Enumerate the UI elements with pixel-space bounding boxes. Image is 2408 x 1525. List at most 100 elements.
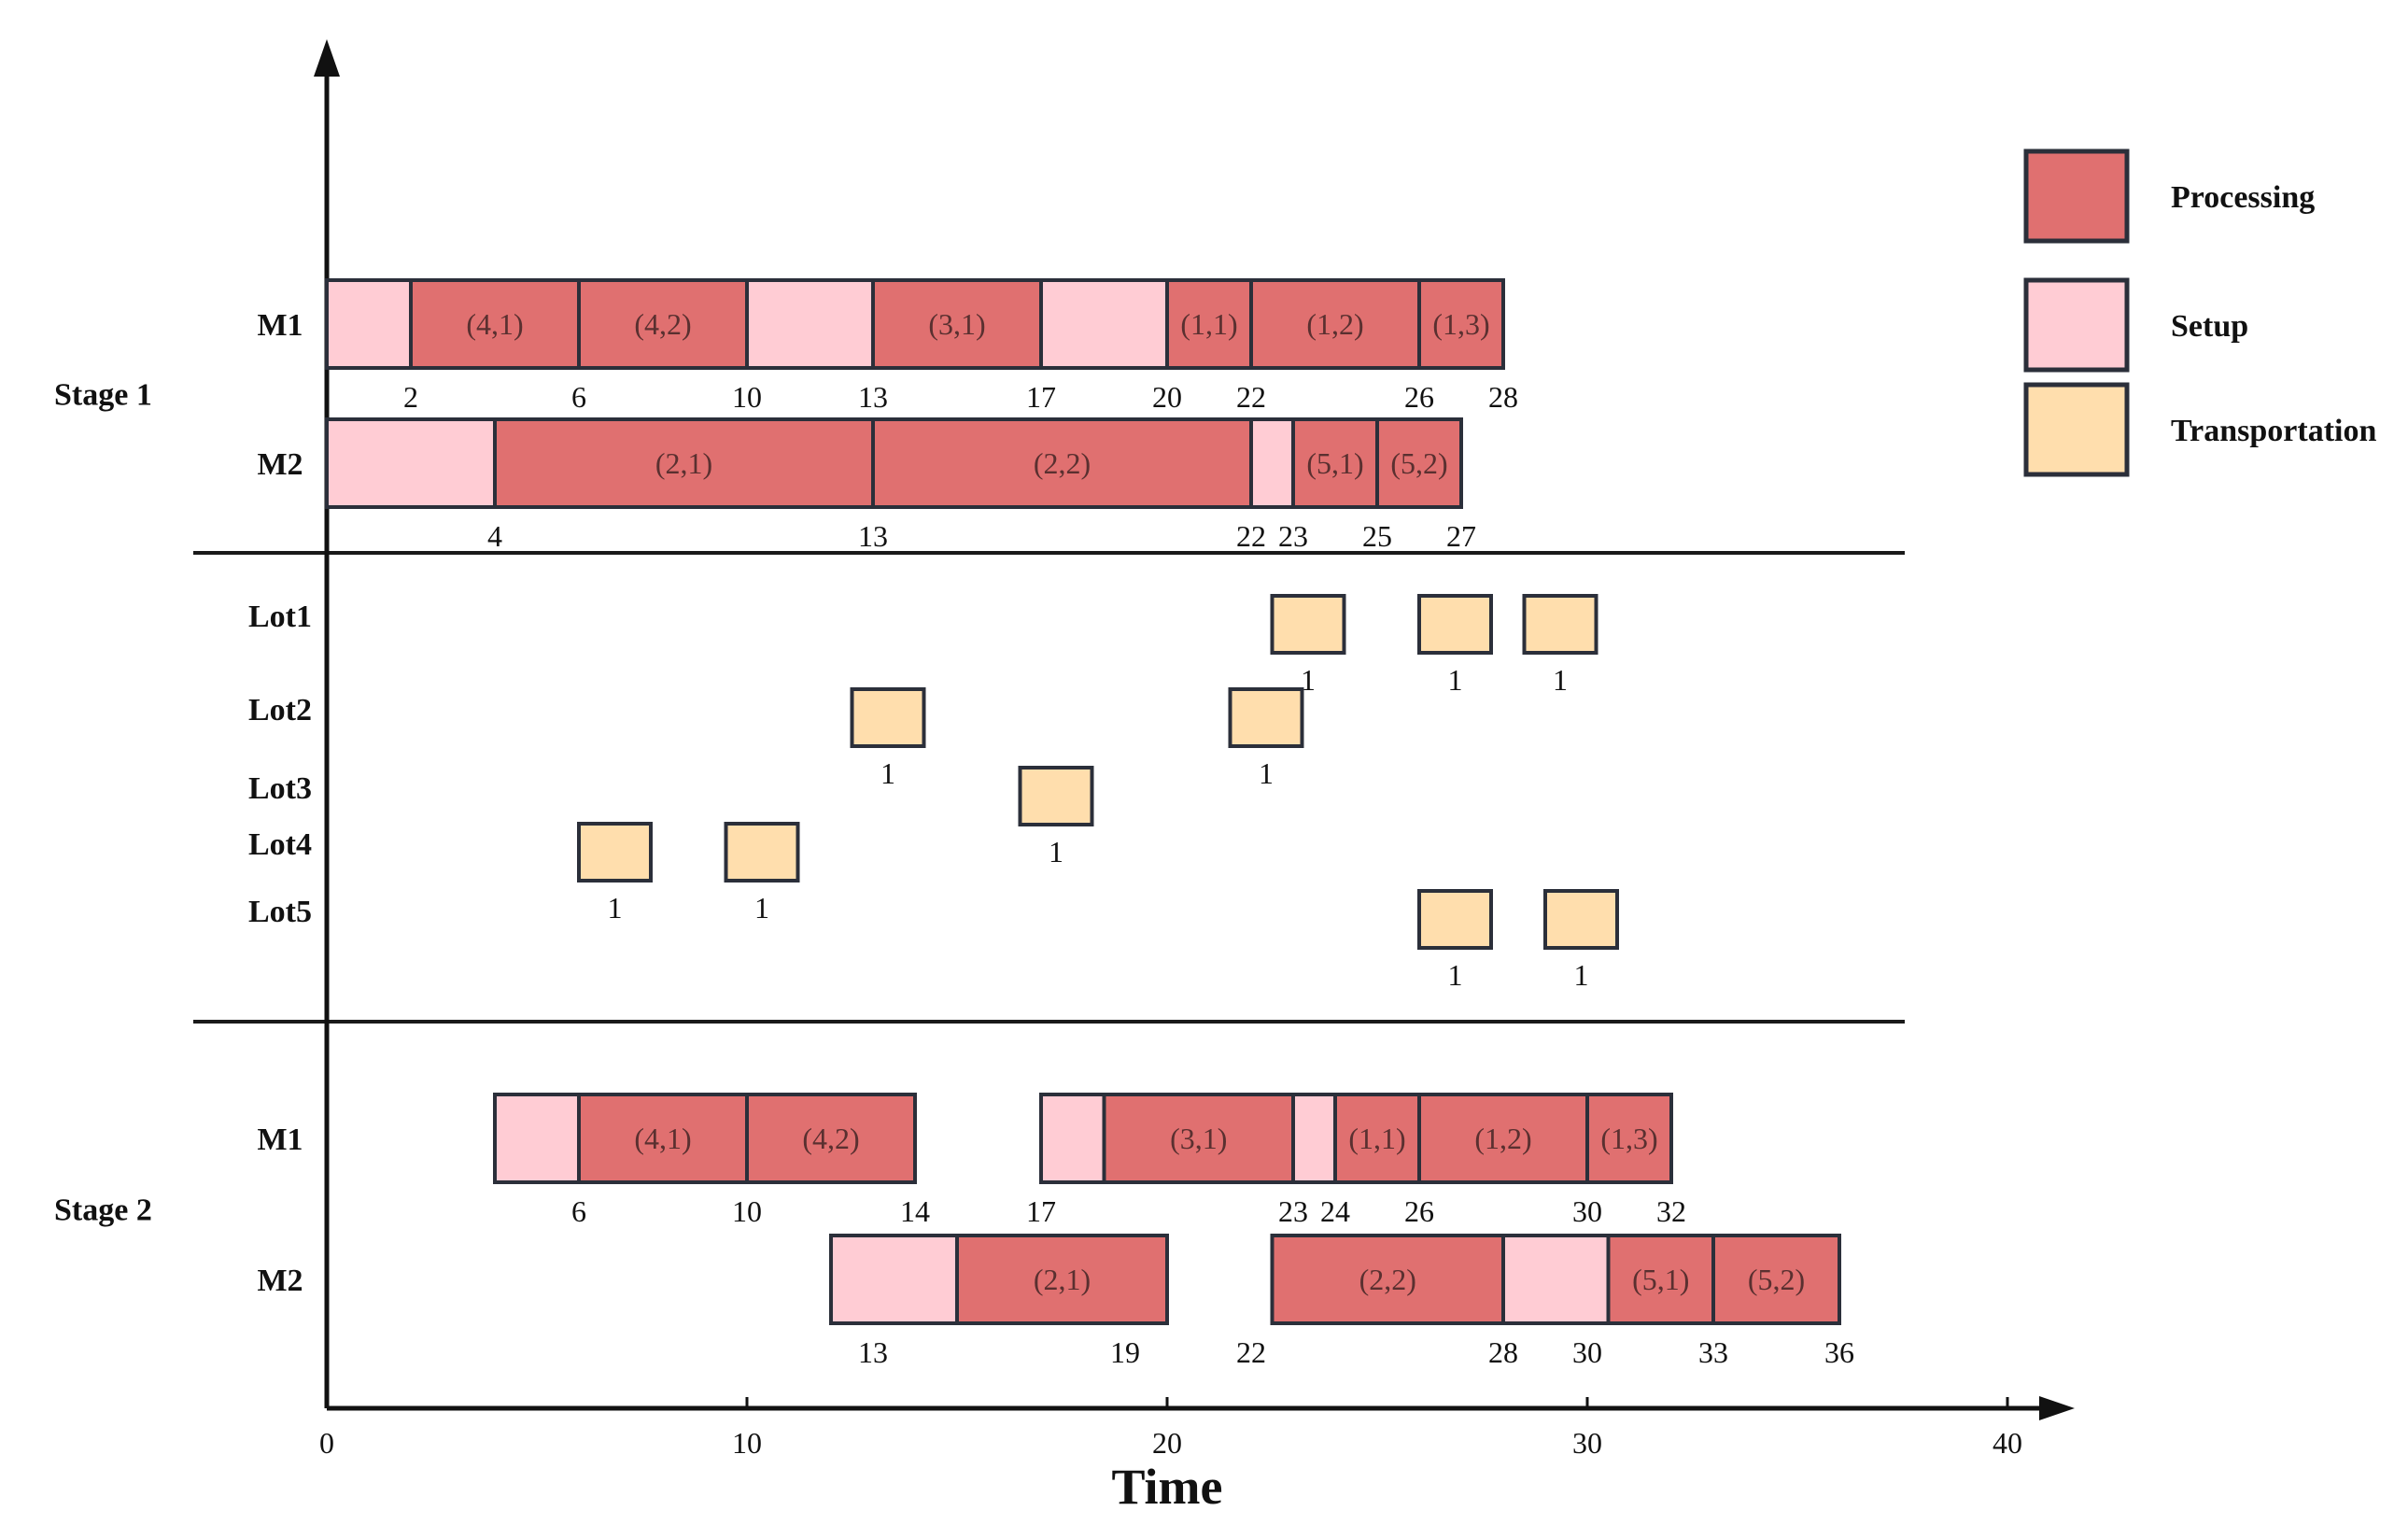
processing-bar: [745, 1093, 917, 1184]
legend-item: Processing: [2023, 148, 2315, 244]
stage-label: Stage 2: [54, 1193, 152, 1228]
time-label: 30: [1572, 1194, 1602, 1228]
setup-bar: [1249, 417, 1295, 509]
time-label: 6: [571, 1194, 586, 1228]
lot-label: Lot4: [248, 827, 312, 862]
transport-duration-label: 1: [1448, 958, 1463, 992]
x-axis-title: Time: [1112, 1459, 1223, 1515]
machine-row: (4,1) (4,2) (3,1) (1,1) (1,2) (1,3)2 6 10 13 17 20…: [325, 278, 1518, 414]
time-label: 10: [732, 1194, 762, 1228]
transport-box: [1522, 594, 1598, 655]
legend-swatch: [2023, 277, 2130, 373]
time-label: 6: [571, 380, 586, 414]
operation-label: (3,1): [928, 307, 985, 341]
transport-duration-label: 1: [1574, 958, 1589, 992]
legend-label: Processing: [2171, 180, 2315, 215]
time-label: 13: [858, 519, 888, 553]
x-tick-label: 40: [1993, 1426, 2022, 1460]
transport-box: [577, 822, 653, 883]
legend-item: Setup: [2023, 277, 2248, 373]
time-label: 26: [1404, 380, 1434, 414]
lot-label: Lot3: [248, 771, 312, 806]
transport-box: [1417, 889, 1493, 950]
time-label: 10: [732, 380, 762, 414]
operation-label: (1,1): [1348, 1122, 1405, 1155]
lot-label: Lot5: [248, 895, 312, 929]
x-axis-arrow-icon: [2039, 1396, 2075, 1420]
setup-bar: [829, 1234, 959, 1325]
processing-bar: [871, 278, 1043, 370]
time-label: 30: [1572, 1335, 1602, 1369]
operation-label: (1,3): [1600, 1122, 1657, 1155]
transport-box: [1543, 889, 1619, 950]
y-axis-arrow-icon: [314, 39, 340, 77]
time-label: 17: [1026, 380, 1056, 414]
processing-bar: [1606, 1234, 1715, 1325]
transport-box: [1417, 594, 1493, 655]
operation-label: (1,2): [1474, 1122, 1531, 1155]
legend: Processing Setup Transportation: [2023, 148, 2376, 477]
time-label: 19: [1110, 1335, 1140, 1369]
time-label: 23: [1278, 519, 1308, 553]
stage-label: Stage 1: [54, 378, 152, 413]
operation-label: (2,2): [1359, 1263, 1416, 1296]
time-label: 24: [1320, 1194, 1350, 1228]
processing-bar: [577, 1093, 749, 1184]
operation-label: (3,1): [1170, 1122, 1227, 1155]
machine-row: (4,1) (4,2) (3,1) (1,1) (1,2) (1,3) 6 10 14 17 23 2…: [493, 1093, 1686, 1228]
processing-bar: [409, 278, 581, 370]
processing-bar: [493, 417, 875, 509]
processing-bar: [1417, 1093, 1589, 1184]
row-labels: Stage 1 M1 M2 Stage 2 M1 M2 Lot1 Lot2 Lot3 Lot4 Lo…: [54, 308, 312, 1298]
stage-separators: [193, 551, 1905, 1024]
operation-label: (5,1): [1632, 1263, 1689, 1296]
gantt-bars: (4,1) (4,2) (3,1) (1,1) (1,2) (1,3)2 6 10 13 17 20…: [325, 278, 1854, 1369]
transport-duration-label: 1: [1259, 756, 1274, 790]
machine-label: M1: [257, 308, 303, 343]
x-tick-label: 30: [1572, 1426, 1602, 1460]
legend-swatch: [2023, 148, 2130, 244]
x-tick-label: 0: [319, 1426, 334, 1460]
setup-bar: [1039, 1093, 1106, 1184]
time-label: 17: [1026, 1194, 1056, 1228]
time-label: 22: [1236, 1335, 1266, 1369]
transport-boxes: 1 1 11 111 11 1: [577, 594, 1619, 992]
operation-label: (2,1): [655, 446, 712, 480]
time-label: 22: [1236, 519, 1266, 553]
machine-row: (2,1) (2,2) (5,1) (5,2) 13 19 22 28 30 33 36: [829, 1234, 1854, 1369]
time-label: 33: [1698, 1335, 1728, 1369]
legend-item: Transportation: [2023, 382, 2376, 477]
operation-label: (2,2): [1034, 446, 1091, 480]
legend-label: Setup: [2171, 309, 2248, 344]
processing-bar: [955, 1234, 1169, 1325]
processing-bar: [1375, 417, 1463, 509]
time-label: 13: [858, 380, 888, 414]
setup-bar: [1291, 1093, 1337, 1184]
time-label: 14: [900, 1194, 930, 1228]
processing-bar: [1270, 1234, 1505, 1325]
setup-bar: [1039, 278, 1169, 370]
operation-label: (1,1): [1180, 307, 1237, 341]
time-label: 36: [1824, 1335, 1854, 1369]
time-label: 26: [1404, 1194, 1434, 1228]
transport-box: [1018, 766, 1094, 826]
operation-label: (2,1): [1034, 1263, 1091, 1296]
legend-swatch: [2023, 382, 2130, 477]
time-label: 4: [487, 519, 502, 553]
time-label: 13: [858, 1335, 888, 1369]
processing-bar: [871, 417, 1253, 509]
operation-label: (5,1): [1306, 446, 1363, 480]
transport-box: [1270, 594, 1346, 655]
x-tick-label: 20: [1152, 1426, 1182, 1460]
lot-label: Lot2: [248, 693, 312, 727]
lot-row: 1 1 1: [1270, 594, 1598, 697]
lot-label: Lot1: [248, 600, 312, 634]
processing-bar: [1711, 1234, 1841, 1325]
transport-duration-label: 1: [1448, 663, 1463, 697]
operation-label: (4,2): [634, 307, 691, 341]
time-label: 32: [1656, 1194, 1686, 1228]
